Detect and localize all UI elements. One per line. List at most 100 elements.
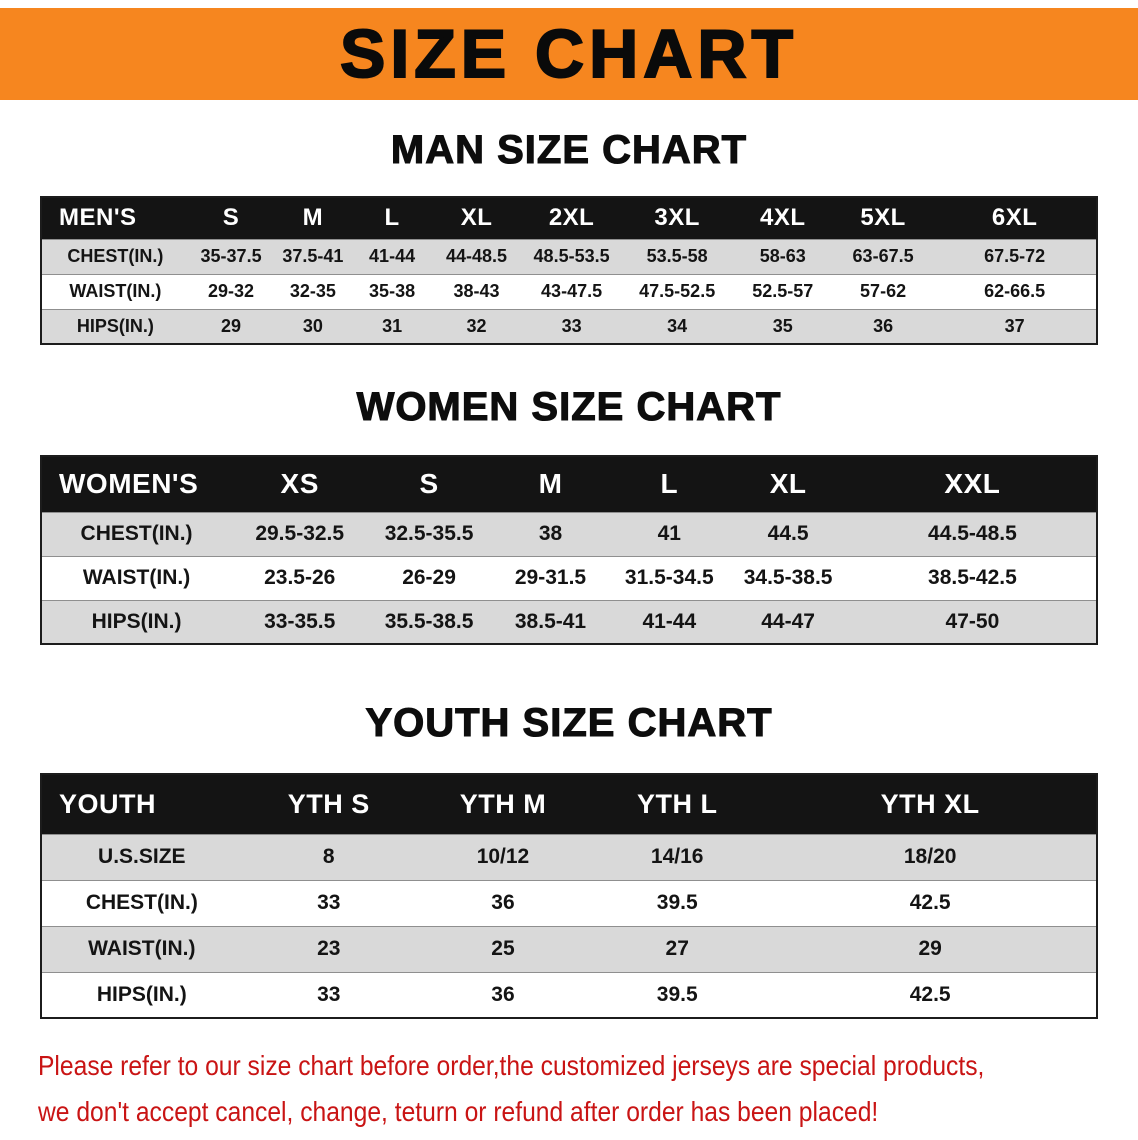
size-value-cell: 34.5-38.5 xyxy=(743,566,833,589)
table-header-row: WOMEN'S XS S M L XL XXL xyxy=(41,456,1097,512)
size-value-cell: 23.5-26 xyxy=(264,566,336,589)
size-column-header: YTH M xyxy=(415,774,591,834)
measurement-row-label: CHEST(IN.) xyxy=(85,891,198,914)
size-value-cell: 30 xyxy=(302,315,323,336)
size-value-cell: 33 xyxy=(317,982,341,1006)
size-value-cell: 36 xyxy=(491,982,515,1006)
measurement-row-label: CHEST(IN.) xyxy=(67,246,164,266)
size-value-cell: 37.5-41 xyxy=(282,246,344,266)
size-column-header: YTH L xyxy=(590,774,765,834)
size-value-cell: 44-47 xyxy=(761,609,815,633)
size-value-cell: 26-29 xyxy=(402,566,456,589)
size-value-cell: 31 xyxy=(382,315,403,336)
size-value-cell: 44.5-48.5 xyxy=(928,522,1017,545)
measurement-row-label: HIPS(IN.) xyxy=(76,315,154,336)
size-value-cell: 39.5 xyxy=(656,891,698,914)
size-column-header: 6XL xyxy=(933,197,1097,239)
size-column-header: M xyxy=(273,197,353,239)
size-value-cell: 29-32 xyxy=(208,281,255,301)
size-column-header: YTH XL xyxy=(764,774,1097,834)
disclaimer-line-2: we don't accept cancel, change, teturn o… xyxy=(38,1096,879,1127)
size-value-cell: 53.5-58 xyxy=(646,246,708,266)
men-size-section: MAN SIZE CHART MEN'S S M L XL 2XL 3XL 4XL 5XL 6XL… xyxy=(0,127,1138,345)
measurement-row: WAIST(IN.) 23 25 27 29 xyxy=(41,926,1097,972)
disclaimer-note: Please refer to our size chart before or… xyxy=(0,1043,1138,1135)
size-value-cell: 35.5-38.5 xyxy=(384,609,474,633)
size-value-cell: 8 xyxy=(322,845,335,868)
size-value-cell: 37 xyxy=(1004,315,1025,336)
size-value-cell: 39.5 xyxy=(656,982,698,1006)
measurement-row-label: HIPS(IN.) xyxy=(96,982,187,1006)
table-corner-label: YOUTH xyxy=(41,774,242,834)
measurement-row-label: HIPS(IN.) xyxy=(91,609,182,633)
size-value-cell: 32.5-35.5 xyxy=(384,522,474,545)
size-value-cell: 48.5-53.5 xyxy=(533,246,610,266)
women-size-section: WOMEN SIZE CHART WOMEN'S XS S M L XL XXL CHEST(… xyxy=(0,384,1138,645)
size-column-header: XS xyxy=(231,456,369,512)
size-value-cell: 44.5 xyxy=(767,522,809,545)
page-title: SIZE CHART xyxy=(339,16,798,92)
size-column-header: S xyxy=(368,456,490,512)
size-value-cell: 35 xyxy=(772,315,793,336)
size-value-cell: 41-44 xyxy=(369,246,416,266)
size-value-cell: 10/12 xyxy=(476,845,530,868)
size-value-cell: 42.5 xyxy=(909,891,951,914)
size-value-cell: 33-35.5 xyxy=(264,609,336,633)
measurement-row: CHEST(IN.) 29.5-32.5 32.5-35.5 38 41 44.5 44.5… xyxy=(41,512,1097,556)
size-value-cell: 31.5-34.5 xyxy=(624,566,714,589)
size-value-cell: 38.5-41 xyxy=(514,609,587,633)
size-value-cell: 32 xyxy=(466,315,487,336)
size-value-cell: 58-63 xyxy=(759,246,806,266)
size-value-cell: 18/20 xyxy=(903,845,957,868)
measurement-row-label: WAIST(IN.) xyxy=(88,937,196,960)
measurement-row: HIPS(IN.) 29 30 31 32 33 34 35 36 37 xyxy=(41,309,1097,344)
size-value-cell: 36 xyxy=(873,315,894,336)
size-value-cell: 35-38 xyxy=(369,281,416,301)
size-value-cell: 27 xyxy=(665,937,689,960)
size-value-cell: 34 xyxy=(667,315,688,336)
youth-size-table: YOUTH YTH S YTH M YTH L YTH XL U.S.SIZE 8 10/12… xyxy=(40,773,1098,1019)
size-value-cell: 25 xyxy=(491,937,515,960)
measurement-row: HIPS(IN.) 33-35.5 35.5-38.5 38.5-41 41-44 44-… xyxy=(41,600,1097,644)
size-value-cell: 67.5-72 xyxy=(984,246,1046,266)
size-column-header: 4XL xyxy=(732,197,833,239)
size-value-cell: 44-48.5 xyxy=(446,246,508,266)
size-value-cell: 36 xyxy=(491,891,515,914)
table-header-row: YOUTH YTH S YTH M YTH L YTH XL xyxy=(41,774,1097,834)
size-value-cell: 52.5-57 xyxy=(752,281,814,301)
measurement-row-label: U.S.SIZE xyxy=(98,845,186,868)
men-section-heading: MAN SIZE CHART xyxy=(390,127,748,172)
size-value-cell: 63-67.5 xyxy=(852,246,914,266)
size-column-header: 2XL xyxy=(521,197,622,239)
women-section-heading: WOMEN SIZE CHART xyxy=(356,384,782,429)
women-size-table: WOMEN'S XS S M L XL XXL CHEST(IN.) 29.5-32.5 32.5… xyxy=(40,455,1098,645)
youth-section-heading: YOUTH SIZE CHART xyxy=(365,700,773,745)
size-value-cell: 33 xyxy=(317,891,341,914)
table-corner-label: MEN'S xyxy=(41,197,189,239)
size-column-header: L xyxy=(611,456,728,512)
size-column-header: XXL xyxy=(848,456,1097,512)
size-value-cell: 32-35 xyxy=(289,281,336,301)
size-value-cell: 23 xyxy=(317,937,341,960)
measurement-row: HIPS(IN.) 33 36 39.5 42.5 xyxy=(41,972,1097,1018)
table-header-row: MEN'S S M L XL 2XL 3XL 4XL 5XL 6XL xyxy=(41,197,1097,239)
measurement-row-label: CHEST(IN.) xyxy=(80,522,193,545)
disclaimer-line-1: Please refer to our size chart before or… xyxy=(38,1050,985,1081)
size-value-cell: 42.5 xyxy=(909,982,951,1006)
measurement-row: WAIST(IN.) 29-32 32-35 35-38 38-43 43-47.5 47.… xyxy=(41,274,1097,309)
title-banner: SIZE CHART xyxy=(0,8,1138,100)
size-column-header: XL xyxy=(727,456,849,512)
size-value-cell: 29 xyxy=(221,315,242,336)
size-value-cell: 35-37.5 xyxy=(200,246,262,266)
size-value-cell: 38-43 xyxy=(453,281,500,301)
measurement-row-label: WAIST(IN.) xyxy=(69,281,162,301)
measurement-row-label: WAIST(IN.) xyxy=(82,566,191,589)
size-value-cell: 38 xyxy=(538,522,563,545)
size-column-header: 5XL xyxy=(832,197,934,239)
size-value-cell: 41 xyxy=(657,522,681,545)
size-value-cell: 43-47.5 xyxy=(541,281,603,301)
size-column-header: M xyxy=(489,456,612,512)
size-value-cell: 14/16 xyxy=(650,845,704,868)
size-column-header: XL xyxy=(431,197,522,239)
size-value-cell: 38.5-42.5 xyxy=(928,566,1017,589)
